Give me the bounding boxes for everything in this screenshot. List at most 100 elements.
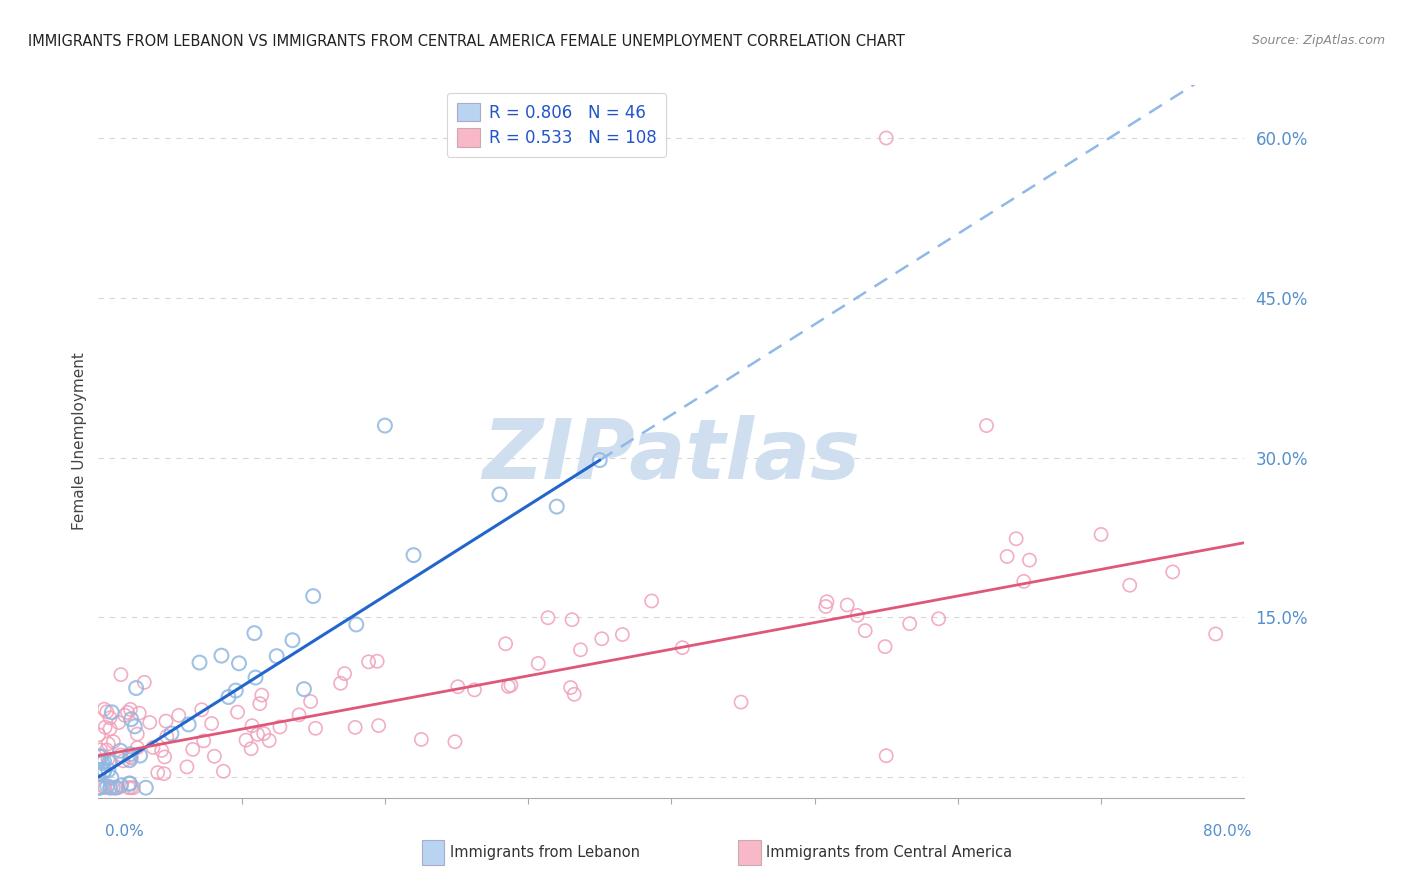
Text: ZIPatlas: ZIPatlas (482, 416, 860, 496)
Point (177, 717, 200, 731)
Point (160, 726, 183, 740)
Point (249, 697, 271, 711)
Text: Immigrants from Central America: Immigrants from Central America (766, 846, 1012, 860)
Point (853, 624, 876, 638)
Point (122, 780, 145, 795)
Point (250, 688, 273, 702)
Point (591, 632, 613, 646)
Point (98, 780, 121, 795)
Point (329, 676, 352, 690)
Point (89, 780, 111, 795)
Point (93, 780, 115, 794)
Point (537, 611, 560, 625)
Point (97, 763, 120, 777)
Point (94, 720, 117, 734)
Point (640, 594, 662, 608)
Point (120, 750, 142, 764)
Point (302, 589, 325, 603)
Point (612, 627, 634, 641)
Point (89, 749, 111, 764)
Point (837, 598, 859, 612)
Point (304, 722, 326, 736)
Point (105, 780, 128, 795)
Point (188, 656, 211, 670)
Point (546, 500, 568, 514)
Point (201, 716, 224, 731)
Point (100, 771, 122, 785)
Point (1005, 532, 1028, 546)
Point (226, 705, 249, 719)
Point (156, 730, 179, 744)
Point (402, 548, 425, 562)
Point (90, 749, 112, 764)
Point (89, 780, 111, 795)
Point (96, 705, 118, 719)
Point (110, 747, 132, 762)
Point (1012, 574, 1035, 589)
Point (240, 741, 263, 756)
Point (411, 732, 433, 747)
Point (153, 766, 176, 780)
Point (120, 747, 142, 762)
Point (98, 780, 121, 795)
Point (488, 487, 510, 501)
Point (257, 733, 280, 747)
Point (139, 715, 162, 730)
Point (498, 680, 520, 694)
Point (120, 780, 142, 795)
Point (875, 640, 897, 654)
Point (846, 608, 869, 623)
Point (146, 765, 169, 780)
Point (101, 780, 124, 795)
Point (117, 780, 139, 795)
Point (243, 626, 266, 640)
Text: 0.0%: 0.0% (105, 824, 145, 838)
Point (218, 690, 240, 704)
Point (134, 675, 156, 690)
Point (299, 694, 322, 708)
Point (101, 706, 124, 720)
Point (93, 755, 115, 769)
Point (153, 750, 176, 764)
Point (120, 751, 142, 765)
Point (281, 633, 304, 648)
Point (104, 780, 127, 795)
Point (127, 740, 149, 755)
Point (212, 764, 235, 779)
Point (98, 722, 121, 736)
Point (225, 683, 247, 698)
Point (1205, 627, 1227, 641)
Point (928, 612, 950, 626)
Point (129, 748, 152, 763)
Point (730, 695, 752, 709)
Point (127, 727, 149, 741)
Point (118, 776, 141, 790)
Point (87, 780, 110, 795)
Point (357, 655, 380, 669)
Point (94, 780, 117, 795)
Point (114, 708, 136, 723)
Point (367, 718, 389, 732)
Point (527, 657, 550, 671)
Point (87, 728, 110, 742)
Text: Source: ZipAtlas.com: Source: ZipAtlas.com (1251, 34, 1385, 47)
Point (269, 720, 291, 734)
Point (1118, 578, 1140, 592)
Point (193, 734, 215, 748)
Point (447, 680, 470, 694)
Point (875, 748, 897, 763)
Point (124, 719, 146, 733)
Point (96, 743, 118, 757)
Point (98, 711, 121, 725)
Point (103, 780, 125, 795)
Point (266, 649, 288, 664)
Point (562, 687, 585, 701)
Point (366, 654, 388, 668)
Point (561, 613, 583, 627)
Point (499, 678, 522, 692)
Point (875, 131, 897, 145)
Point (292, 682, 315, 697)
Point (118, 753, 141, 767)
Point (97, 737, 120, 751)
Point (142, 740, 165, 755)
